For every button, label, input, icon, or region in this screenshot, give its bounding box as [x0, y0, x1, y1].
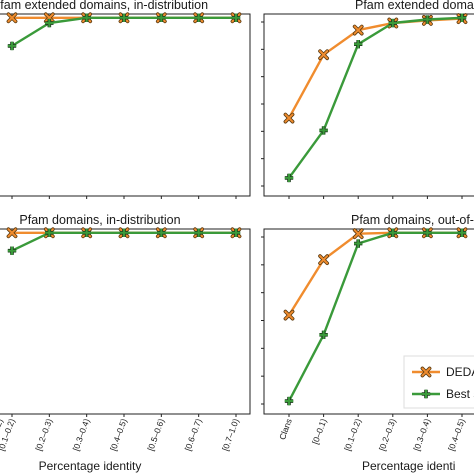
data-point-plus-fill [194, 228, 203, 237]
data-point-plus-fill [388, 228, 397, 237]
data-point-plus-fill [354, 239, 363, 248]
data-point-plus-fill [457, 13, 467, 22]
series-line [287, 231, 462, 316]
chart-panel: Pfam domains, in-distribution[0.1–0.2) [0… [0, 213, 251, 452]
data-point-x-fill [353, 229, 363, 239]
data-point-plus-fill [82, 13, 91, 22]
panel-frame [0, 13, 251, 197]
x-tick-label: [0.6–0.7) [183, 417, 204, 452]
data-point-plus-fill [319, 126, 328, 135]
x-tick-label: [0.2–0.3) [377, 417, 398, 452]
data-point-plus-fill [119, 228, 129, 237]
data-point-plus-fill [423, 228, 432, 237]
data-point-plus-fill [319, 330, 328, 340]
data-point-plus-fill [45, 18, 54, 28]
data-point-plus-fill [119, 13, 129, 22]
x-tick-label: Clans [277, 417, 294, 441]
data-point-plus-fill [157, 228, 166, 237]
data-point-x-fill [319, 50, 329, 60]
x-tick-label: [0–0.1) [310, 417, 329, 445]
x-tick-label: [0.4–0.5) [108, 417, 129, 452]
data-point-plus-fill [194, 13, 203, 22]
panel-frame [263, 13, 474, 197]
chart-panel: Pfam extended domains, in-distribution [0, 0, 251, 199]
panel-title: Pfam domains, out-of-distribution [351, 213, 474, 227]
data-point-plus-fill [157, 13, 166, 22]
x-tick-label: [0.5–0.6) [145, 417, 166, 452]
legend-box [403, 355, 474, 409]
data-point-plus-fill [421, 389, 431, 399]
x-tick-label: [0.7–1.0) [220, 417, 241, 452]
series-line [288, 16, 463, 179]
data-point-plus-fill [82, 228, 91, 237]
data-point-x-fill [319, 255, 329, 265]
data-point-plus-fill [354, 39, 363, 49]
series-line [287, 231, 462, 402]
data-point-plus-fill [388, 18, 397, 28]
data-point-plus-fill [7, 41, 17, 51]
x-axis-label-right: Percentage identi [362, 459, 455, 473]
data-point-plus-fill [7, 246, 17, 255]
chart-panel: Pfam domains, out-of-distribution Clans [0… [261, 213, 474, 452]
legend: DEDA Best s [403, 355, 474, 409]
data-point-plus-fill [45, 228, 54, 237]
data-point-plus-fill [423, 15, 432, 24]
x-tick-label: [0.4–0.5) [446, 417, 467, 452]
data-point-x-fill [421, 367, 431, 377]
data-point-plus-fill [284, 173, 294, 183]
x-tick-label: [0.3–0.4) [71, 417, 92, 452]
panel-title: Pfam extended domains, in-distribution [0, 0, 208, 12]
data-point-plus-fill [457, 228, 467, 237]
data-point-plus-fill [284, 396, 294, 406]
x-tick-label: [0.3–0.4) [411, 417, 432, 452]
panel-frame [263, 228, 474, 415]
legend-label: Best s [446, 387, 474, 401]
data-point-x-fill [353, 25, 363, 35]
data-point-x-fill [284, 310, 294, 320]
legend-label: DEDA [446, 365, 474, 379]
data-point-x-fill [44, 13, 54, 23]
data-point-x-fill [7, 13, 17, 23]
data-point-plus-fill [231, 228, 241, 237]
x-axis-label-left: Percentage identity [39, 459, 142, 473]
chart-panel: Pfam extended domains, out-of-distributi… [261, 0, 474, 199]
data-point-plus-fill [231, 13, 241, 22]
data-point-x-fill [284, 113, 294, 123]
data-point-x-fill [7, 228, 17, 238]
panel-frame [0, 228, 251, 415]
x-tick-label: [0.2–0.3) [33, 417, 54, 452]
panel-title: Pfam extended domains, out-of-distributi… [355, 0, 474, 12]
x-tick-label: [0.1–0.2) [342, 417, 363, 452]
panel-title: Pfam domains, in-distribution [19, 213, 180, 227]
